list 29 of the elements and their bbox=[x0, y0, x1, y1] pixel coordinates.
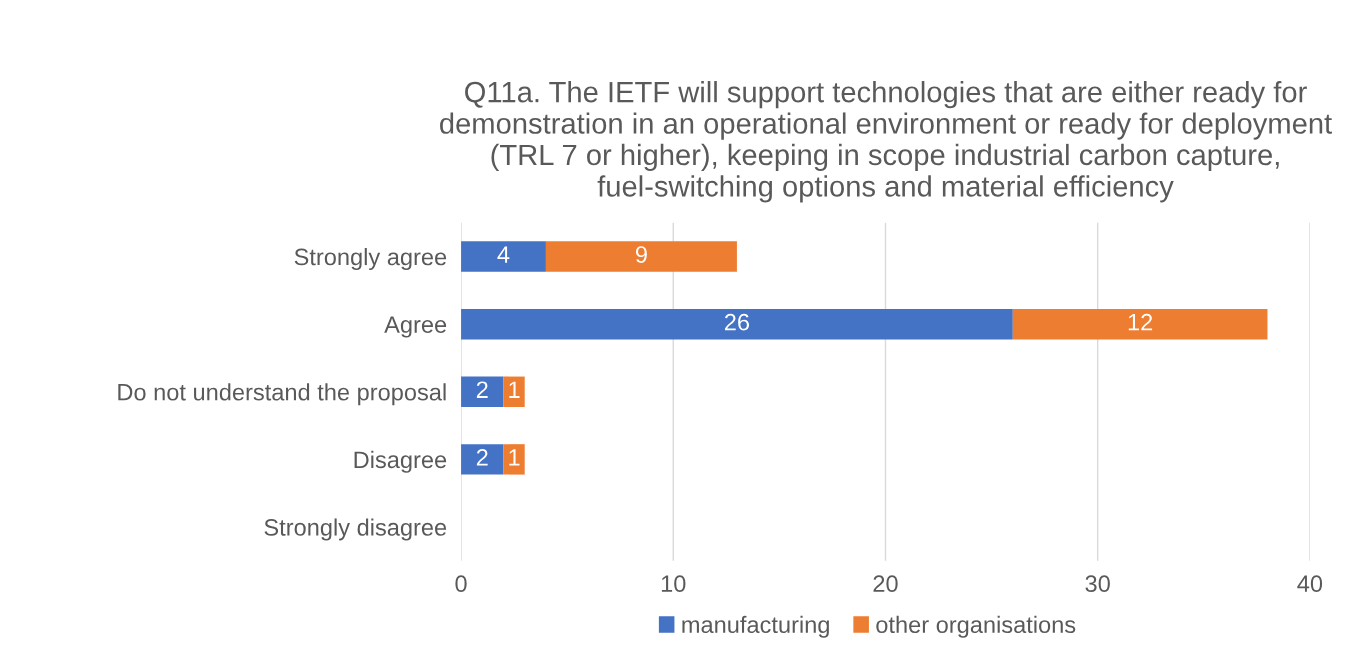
bar bbox=[503, 376, 525, 407]
bar bbox=[461, 241, 546, 272]
x-tick-label: 30 bbox=[1085, 575, 1110, 593]
chart-title: Q11a. The IETF will support technologies that are either ready for demonstration in an operational environment or ready for deployment (TRL 7 or higher), keeping in scope industrial carbon capture, fuel-switching options and material efficiency bbox=[440, 81, 1332, 203]
x-tick-label: 20 bbox=[873, 575, 898, 593]
data-label: 1 bbox=[509, 449, 520, 466]
y-tick-label: Disagree bbox=[354, 450, 447, 473]
bar bbox=[461, 444, 504, 475]
y-tick-label: Do not understand the proposal bbox=[118, 383, 446, 406]
y-tick-label: Agree bbox=[384, 316, 447, 338]
bar bbox=[461, 376, 504, 407]
x-tick-label: 10 bbox=[661, 575, 686, 593]
data-label: 1 bbox=[509, 381, 520, 398]
data-label: 2 bbox=[476, 381, 488, 398]
legend-label: other organisations bbox=[876, 615, 1076, 638]
y-tick-label: Strongly disagree bbox=[264, 518, 447, 541]
y-tick-label: Strongly agree bbox=[294, 247, 447, 270]
data-label: 4 bbox=[497, 246, 510, 263]
data-label: 26 bbox=[724, 313, 750, 331]
data-label: 9 bbox=[635, 246, 647, 263]
data-label: 2 bbox=[476, 449, 488, 466]
bar bbox=[545, 241, 737, 272]
bar bbox=[503, 444, 525, 475]
data-label: 12 bbox=[1128, 313, 1153, 331]
legend-label: manufacturing bbox=[682, 615, 829, 638]
x-tick-label: 0 bbox=[455, 575, 467, 593]
bar bbox=[1012, 308, 1268, 340]
x-tick-label: 40 bbox=[1297, 575, 1323, 593]
bar bbox=[461, 308, 1013, 340]
